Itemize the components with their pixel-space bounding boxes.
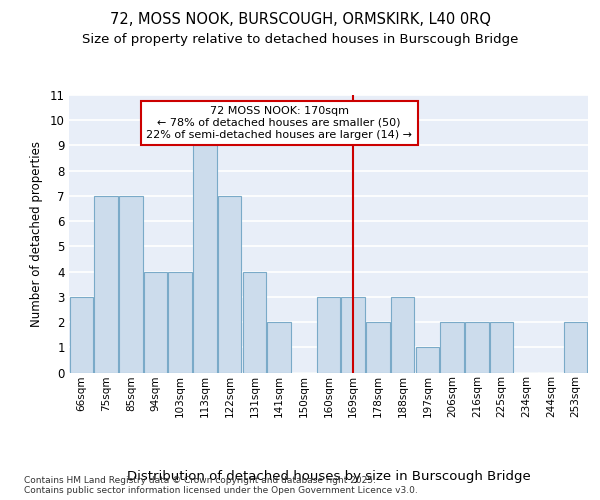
Bar: [169, 272, 192, 372]
Bar: [391, 297, 415, 372]
X-axis label: Distribution of detached houses by size in Burscough Bridge: Distribution of detached houses by size …: [127, 470, 530, 483]
Bar: [366, 322, 389, 372]
Bar: [564, 322, 587, 372]
Bar: [341, 297, 365, 372]
Bar: [242, 272, 266, 372]
Bar: [416, 348, 439, 372]
Y-axis label: Number of detached properties: Number of detached properties: [30, 141, 43, 327]
Bar: [218, 196, 241, 372]
Text: 72 MOSS NOOK: 170sqm
← 78% of detached houses are smaller (50)
22% of semi-detac: 72 MOSS NOOK: 170sqm ← 78% of detached h…: [146, 106, 412, 140]
Text: 72, MOSS NOOK, BURSCOUGH, ORMSKIRK, L40 0RQ: 72, MOSS NOOK, BURSCOUGH, ORMSKIRK, L40 …: [110, 12, 491, 28]
Bar: [490, 322, 513, 372]
Bar: [465, 322, 488, 372]
Bar: [119, 196, 143, 372]
Bar: [144, 272, 167, 372]
Bar: [317, 297, 340, 372]
Text: Size of property relative to detached houses in Burscough Bridge: Size of property relative to detached ho…: [82, 32, 518, 46]
Bar: [440, 322, 464, 372]
Text: Contains HM Land Registry data © Crown copyright and database right 2025.
Contai: Contains HM Land Registry data © Crown c…: [24, 476, 418, 495]
Bar: [94, 196, 118, 372]
Bar: [193, 146, 217, 372]
Bar: [268, 322, 291, 372]
Bar: [70, 297, 93, 372]
